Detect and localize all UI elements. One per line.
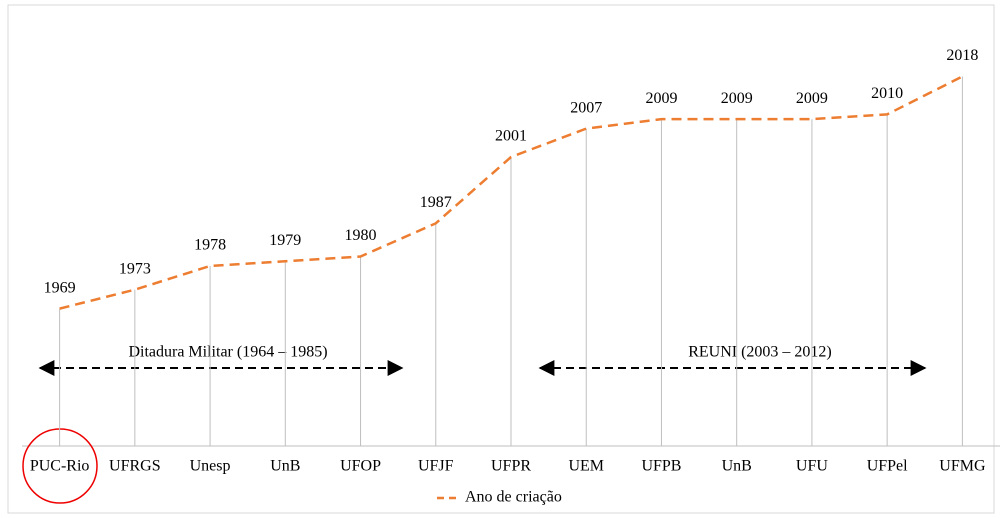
data-label: 1978 — [194, 237, 226, 254]
x-tick-label: UFRGS — [109, 458, 161, 475]
x-tick-label: UFPel — [867, 458, 908, 475]
data-label: 2001 — [495, 128, 527, 145]
data-label: 1973 — [119, 260, 151, 277]
annotation: Ditadura Militar (1964 – 1985) — [128, 344, 327, 361]
data-label: 1980 — [345, 227, 377, 244]
chart-border — [7, 4, 995, 514]
x-tick-label: UEM — [568, 458, 604, 475]
annotation: REUNI (2003 – 2012) — [688, 344, 832, 361]
x-tick-label: UnB — [722, 458, 752, 475]
data-label: 2010 — [871, 85, 903, 102]
data-label: 1969 — [44, 279, 76, 296]
data-label: 2018 — [946, 47, 978, 64]
data-label: 1979 — [269, 232, 301, 249]
data-label: 1987 — [420, 194, 452, 211]
legend-label: Ano de criação — [465, 489, 562, 506]
x-tick-label: UFOP — [340, 458, 381, 475]
data-label: 2009 — [645, 90, 677, 107]
x-tick-label: UnB — [270, 458, 300, 475]
x-tick-label: Unesp — [190, 458, 231, 475]
series-line — [59, 75, 963, 310]
data-label: 2009 — [721, 90, 753, 107]
x-tick-label: UFU — [796, 458, 828, 475]
x-tick-label: UFMG — [939, 458, 986, 475]
x-tick-label: UFPR — [491, 458, 531, 475]
data-label: 2007 — [570, 99, 602, 116]
x-tick-label: UFPB — [641, 458, 681, 475]
data-label: 2009 — [796, 90, 828, 107]
x-tick-label: UFJF — [418, 458, 454, 475]
x-tick-label: PUC-Rio — [30, 458, 90, 475]
